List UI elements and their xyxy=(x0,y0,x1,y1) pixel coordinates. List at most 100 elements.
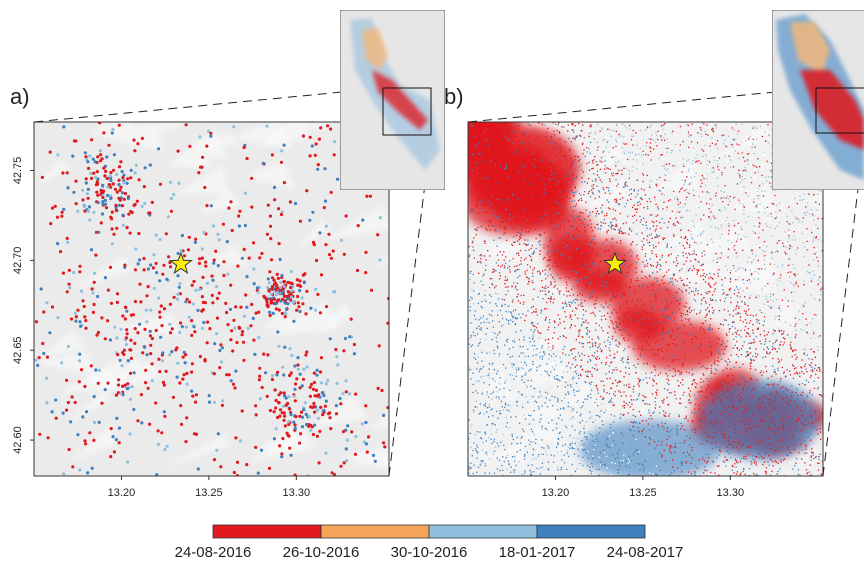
event-dot xyxy=(677,162,678,163)
event-dot xyxy=(758,171,759,172)
event-dot xyxy=(163,307,166,310)
event-dot xyxy=(117,183,120,186)
event-dot xyxy=(165,232,168,235)
event-dot xyxy=(611,414,612,415)
event-dot xyxy=(582,420,583,421)
event-dot xyxy=(184,440,187,443)
event-dot xyxy=(762,250,763,251)
event-dot xyxy=(473,246,474,247)
event-dot xyxy=(496,146,497,147)
event-dot xyxy=(708,291,709,292)
event-dot xyxy=(805,384,806,385)
event-dot xyxy=(619,449,620,450)
event-dot xyxy=(536,348,537,349)
event-dot xyxy=(230,329,233,332)
event-dot xyxy=(615,321,616,322)
event-dot xyxy=(546,363,547,364)
event-dot xyxy=(656,225,657,226)
event-dot xyxy=(476,328,477,329)
event-dot xyxy=(239,306,242,309)
event-dot xyxy=(276,330,279,333)
event-dot xyxy=(101,203,104,206)
event-dot xyxy=(294,399,297,402)
event-dot xyxy=(698,207,699,208)
event-dot xyxy=(266,395,269,398)
event-dot xyxy=(551,463,552,464)
event-dot xyxy=(473,335,474,336)
event-dot xyxy=(628,307,629,308)
event-dot xyxy=(792,226,793,227)
event-dot xyxy=(585,240,586,241)
event-dot xyxy=(606,301,607,302)
event-dot xyxy=(723,435,724,436)
event-dot xyxy=(777,226,778,227)
event-dot xyxy=(323,206,326,209)
event-dot xyxy=(775,330,776,331)
event-dot xyxy=(805,215,806,216)
event-dot xyxy=(334,348,337,351)
event-dot xyxy=(253,282,256,285)
event-dot xyxy=(717,466,718,467)
event-dot xyxy=(502,172,503,173)
event-dot xyxy=(788,416,789,417)
event-dot xyxy=(515,286,516,287)
event-dot xyxy=(540,176,541,177)
event-dot xyxy=(651,234,652,235)
event-dot xyxy=(743,206,744,207)
event-dot xyxy=(604,412,605,413)
event-dot xyxy=(667,139,668,140)
event-dot xyxy=(668,366,669,367)
event-dot xyxy=(738,158,739,159)
event-dot xyxy=(534,267,535,268)
event-dot xyxy=(245,463,248,466)
event-dot xyxy=(539,254,540,255)
event-dot xyxy=(132,408,135,411)
event-dot xyxy=(657,271,658,272)
event-dot xyxy=(667,168,668,169)
event-dot xyxy=(776,448,777,449)
event-dot xyxy=(735,345,736,346)
event-dot xyxy=(798,452,799,453)
event-dot xyxy=(715,282,716,283)
event-dot xyxy=(752,128,753,129)
event-dot xyxy=(333,153,336,156)
event-dot xyxy=(549,215,550,216)
event-dot xyxy=(690,402,691,403)
event-dot xyxy=(505,287,506,288)
event-dot xyxy=(345,459,348,462)
event-dot xyxy=(531,464,532,465)
event-dot xyxy=(492,180,493,181)
event-dot xyxy=(556,378,557,379)
event-dot xyxy=(42,310,45,313)
event-dot xyxy=(649,377,650,378)
event-dot xyxy=(754,278,755,279)
event-dot xyxy=(258,367,261,370)
event-dot xyxy=(605,192,606,193)
event-dot xyxy=(770,299,771,300)
event-dot xyxy=(613,290,614,291)
event-dot xyxy=(726,399,727,400)
event-dot xyxy=(226,273,229,276)
event-dot xyxy=(796,437,797,438)
event-dot xyxy=(655,294,656,295)
event-dot xyxy=(589,153,590,154)
event-dot xyxy=(580,159,581,160)
event-dot xyxy=(484,212,485,213)
event-dot xyxy=(617,327,618,328)
event-dot xyxy=(514,124,515,125)
event-dot xyxy=(640,130,641,131)
event-dot xyxy=(661,193,662,194)
event-dot xyxy=(596,213,597,214)
event-dot xyxy=(513,193,514,194)
event-dot xyxy=(584,137,585,138)
event-dot xyxy=(713,260,714,261)
event-dot xyxy=(551,396,552,397)
event-dot xyxy=(518,319,519,320)
event-dot xyxy=(637,202,638,203)
event-dot xyxy=(78,359,81,362)
event-dot xyxy=(557,467,558,468)
event-dot xyxy=(739,276,740,277)
event-dot xyxy=(299,432,302,435)
event-dot xyxy=(623,168,624,169)
event-dot xyxy=(682,291,683,292)
